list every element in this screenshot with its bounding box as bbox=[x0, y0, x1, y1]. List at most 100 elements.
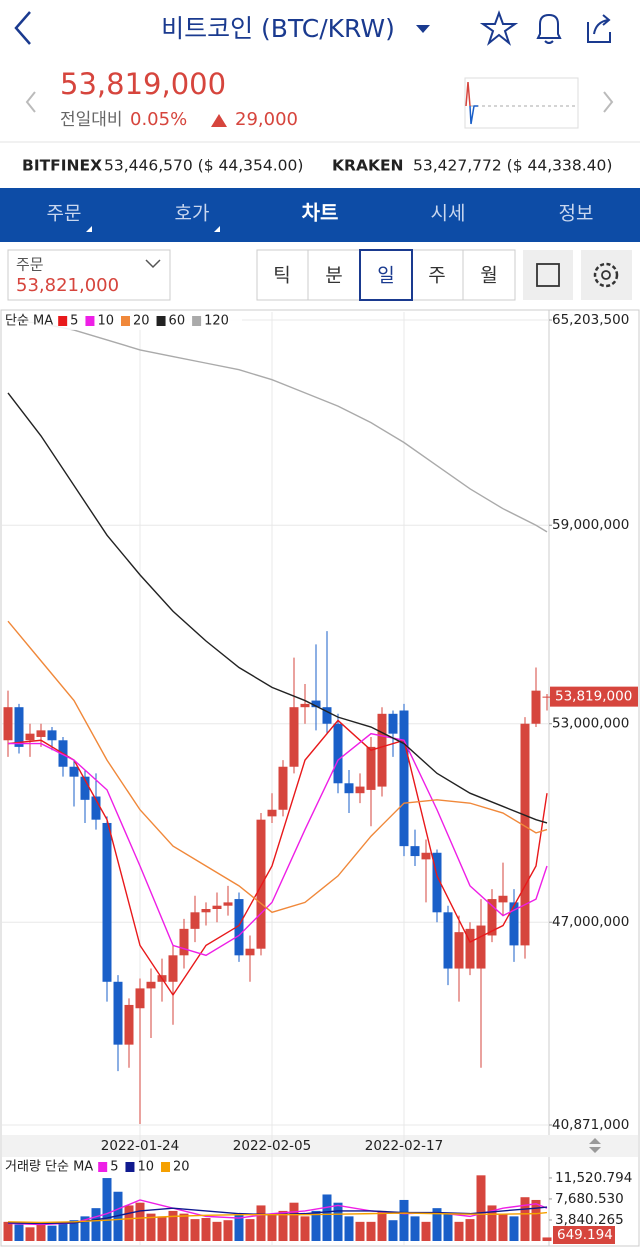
volume-bar bbox=[124, 1205, 134, 1241]
candle-body bbox=[432, 852, 442, 913]
exchange-price: 53,427,772 ($ 44,338.40) bbox=[413, 157, 612, 175]
last-volume-box bbox=[553, 1226, 615, 1244]
ma-line bbox=[7, 620, 548, 914]
change-percent: 0.05% bbox=[130, 109, 187, 130]
candle-body bbox=[212, 905, 222, 909]
ma-line bbox=[7, 1199, 548, 1226]
period-button[interactable]: 분 bbox=[325, 265, 342, 287]
candle-body bbox=[520, 723, 530, 946]
volume-bar bbox=[157, 1216, 167, 1241]
chart-frame bbox=[0, 309, 640, 1247]
title-dropdown[interactable] bbox=[416, 25, 430, 33]
date-axis-band bbox=[2, 1135, 638, 1157]
candle-body bbox=[333, 723, 343, 784]
mini-chart bbox=[464, 77, 579, 129]
volume-bar bbox=[14, 1224, 24, 1241]
candle-body bbox=[168, 955, 178, 982]
order-box[interactable] bbox=[7, 249, 171, 301]
candle-body bbox=[377, 713, 387, 787]
last-price-box bbox=[550, 686, 638, 707]
x-tick-label: 2022-02-17 bbox=[365, 1138, 443, 1154]
volume-bar bbox=[3, 1221, 13, 1241]
legend-label: 20 bbox=[173, 1160, 190, 1175]
candle-body bbox=[311, 700, 321, 708]
volume-bar bbox=[146, 1213, 156, 1241]
volume-bar bbox=[366, 1221, 376, 1241]
next-button[interactable] bbox=[603, 91, 614, 113]
settings-icon bbox=[593, 262, 619, 288]
legend-title: 단순 MA bbox=[5, 314, 53, 329]
tab-active[interactable]: 차트 bbox=[302, 201, 339, 225]
period-button[interactable]: 틱 bbox=[273, 265, 290, 287]
last-volume-label: 649.194 bbox=[557, 1227, 613, 1243]
legend-swatch bbox=[156, 316, 166, 326]
alert-icon[interactable] bbox=[536, 13, 562, 44]
back-button[interactable] bbox=[14, 11, 31, 45]
period-button[interactable]: 주 bbox=[428, 265, 445, 287]
candle-body bbox=[289, 707, 299, 767]
volume-bar bbox=[69, 1220, 79, 1241]
period-button-active[interactable]: 일 bbox=[377, 265, 394, 287]
volume-bar bbox=[421, 1221, 431, 1241]
candle-body bbox=[3, 707, 13, 741]
volume-bar bbox=[476, 1175, 486, 1241]
legend-swatch bbox=[58, 316, 68, 326]
volume-bar bbox=[410, 1216, 420, 1241]
tab[interactable]: 시세 bbox=[431, 203, 466, 225]
title[interactable]: 비트코인 (BTC/KRW) bbox=[161, 14, 395, 43]
volume-bar bbox=[135, 1202, 145, 1241]
volume-bar bbox=[201, 1218, 211, 1241]
volume-bar bbox=[212, 1221, 222, 1241]
candle-body bbox=[465, 928, 475, 969]
candle-body bbox=[476, 925, 486, 969]
legend-label: 120 bbox=[204, 314, 229, 329]
resize-handle[interactable] bbox=[589, 1138, 601, 1153]
candle-body bbox=[421, 852, 431, 860]
settings-button[interactable] bbox=[581, 250, 632, 300]
tab[interactable]: 호가 bbox=[175, 203, 210, 225]
y-tick-label: 3,840.265 bbox=[555, 1212, 624, 1228]
volume-bar bbox=[388, 1220, 398, 1241]
tab-marker bbox=[86, 226, 92, 232]
candle-body bbox=[124, 1004, 134, 1045]
volume-bar bbox=[344, 1216, 354, 1241]
prev-button[interactable] bbox=[25, 91, 36, 113]
draw-button[interactable] bbox=[523, 250, 573, 300]
volume-bar bbox=[25, 1227, 35, 1241]
volume-bar bbox=[542, 1237, 552, 1241]
order-dropdown[interactable] bbox=[145, 259, 161, 269]
volume-bar bbox=[58, 1221, 68, 1241]
period-button[interactable]: 월 bbox=[480, 265, 497, 287]
tab[interactable]: 주문 bbox=[47, 203, 82, 225]
volume-bar bbox=[234, 1214, 244, 1241]
legend-swatch bbox=[192, 316, 202, 326]
share-icon[interactable] bbox=[587, 14, 611, 43]
volume-bar bbox=[487, 1205, 497, 1241]
candle-body bbox=[201, 908, 211, 913]
volume-bar bbox=[278, 1210, 288, 1241]
candle-body bbox=[531, 690, 541, 724]
volume-bar bbox=[36, 1223, 46, 1241]
favorite-icon[interactable] bbox=[479, 10, 519, 46]
candle-body bbox=[14, 707, 24, 747]
legend-title: 거래량 단순 MA bbox=[5, 1160, 93, 1175]
legend-swatch bbox=[161, 1162, 171, 1172]
volume-bar bbox=[80, 1216, 90, 1241]
legend-swatch bbox=[121, 316, 130, 326]
up-arrow bbox=[211, 114, 227, 127]
ma-line bbox=[7, 719, 548, 997]
candle-body bbox=[245, 948, 255, 956]
tab-bar bbox=[0, 188, 640, 242]
tab[interactable]: 정보 bbox=[559, 203, 594, 225]
ma-line bbox=[7, 1211, 548, 1224]
exchange-name: BITFINEX bbox=[22, 157, 102, 175]
draw-icon bbox=[536, 263, 560, 287]
volume-bar bbox=[377, 1210, 387, 1241]
candle-body bbox=[102, 822, 112, 982]
candle-body bbox=[388, 713, 398, 734]
exchange-price: 53,446,570 ($ 44,354.00) bbox=[104, 157, 303, 175]
legend-label: 60 bbox=[169, 314, 186, 329]
candle-body bbox=[135, 988, 145, 1009]
candle-body bbox=[399, 710, 409, 847]
volume-bar bbox=[300, 1216, 310, 1241]
